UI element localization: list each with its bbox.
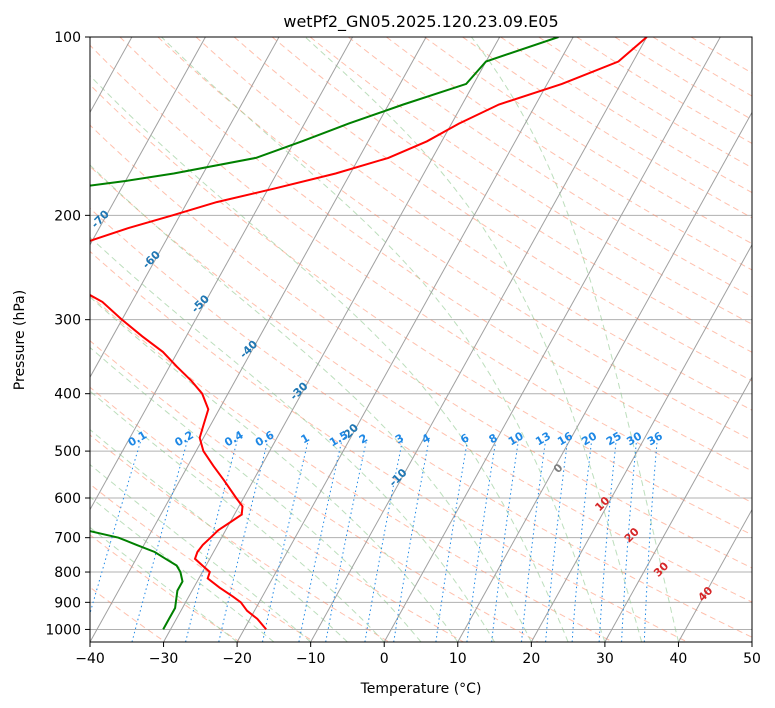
isotherm-line — [530, 243, 752, 642]
moist-adiabat — [90, 296, 459, 642]
x-tick-label: 40 — [670, 651, 688, 667]
moist-adiabat — [90, 428, 348, 642]
x-tick-label: −40 — [75, 651, 105, 667]
moist-adiabat — [471, 37, 679, 642]
isotherm-line — [90, 37, 427, 642]
pressure-gridlines — [90, 37, 752, 630]
mixing-ratio-line — [298, 440, 343, 642]
dry-adiabat — [90, 534, 241, 642]
y-axis-ticks: 100 200 300 400 500 600 700 800 900 1000 — [45, 30, 90, 638]
moist-adiabat — [90, 236, 496, 642]
dry-adiabat — [90, 340, 539, 642]
isotherm-line — [90, 37, 280, 379]
mixing-ratio-line — [491, 440, 519, 642]
mixing-ratio-line — [466, 440, 497, 642]
moist-adiabat — [90, 390, 385, 642]
y-tick-label: 300 — [54, 313, 81, 329]
isotherm-line — [90, 37, 206, 246]
y-axis-label: Pressure (hPa) — [12, 290, 28, 390]
x-tick-label: −20 — [222, 651, 252, 667]
mixing-ratio-line — [621, 440, 637, 642]
mixing-ratio-line — [545, 440, 569, 642]
isotherm-line — [604, 376, 752, 642]
y-tick-label: 600 — [54, 491, 81, 507]
mixing-ratio-line — [643, 440, 658, 642]
mixing-ratio-line — [521, 440, 547, 642]
dewpoint-line — [90, 37, 559, 630]
dry-adiabat — [90, 294, 613, 642]
x-tick-label: 10 — [449, 651, 467, 667]
x-axis-ticks: −40 −30 −20 −10 0 10 20 30 40 50 — [75, 642, 761, 667]
isotherm-line — [383, 37, 721, 642]
moist-adiabats — [90, 37, 679, 642]
x-tick-label: 50 — [743, 651, 761, 667]
mixing-ratio-line — [262, 440, 309, 642]
dry-adiabat — [90, 84, 752, 536]
x-axis-label: Temperature (°C) — [360, 681, 482, 697]
isotherm-line — [457, 111, 752, 642]
mixing-ratio-line — [435, 440, 468, 642]
moist-adiabat — [90, 164, 532, 642]
dry-adiabat — [90, 165, 752, 603]
x-tick-label: −10 — [296, 651, 326, 667]
y-tick-label: 500 — [54, 444, 81, 460]
dry-adiabat — [119, 37, 752, 472]
skewed-isotherms — [90, 37, 752, 642]
isotherm-line — [163, 37, 501, 642]
mixing-ratio-line — [598, 440, 617, 642]
x-tick-label: 30 — [596, 651, 614, 667]
isotherm-line — [236, 37, 574, 642]
x-tick-label: −30 — [149, 651, 179, 667]
dry-adiabat — [90, 386, 464, 642]
moist-adiabat — [90, 346, 422, 642]
y-tick-label: 100 — [54, 30, 81, 46]
y-tick-label: 200 — [54, 208, 81, 224]
plot-frame — [89, 36, 753, 643]
moist-adiabat — [90, 75, 569, 642]
x-tick-label: 0 — [380, 651, 389, 667]
temperature-line — [90, 37, 648, 631]
isotherm-line — [678, 508, 752, 642]
dry-adiabat — [90, 124, 752, 569]
dry-adiabat — [90, 44, 752, 504]
mixing-ratio-line — [364, 440, 403, 642]
y-tick-label: 400 — [54, 387, 81, 403]
chart-title: wetPf2_GN05.2025.120.23.09.E05 — [283, 12, 558, 32]
y-tick-label: 1000 — [45, 622, 81, 638]
x-tick-label: 20 — [522, 651, 540, 667]
dry-adiabat — [90, 483, 315, 642]
y-tick-label: 900 — [54, 595, 81, 611]
y-tick-label: 800 — [54, 565, 81, 581]
plot-area: -100-90-80-70-60-50-40-30-20-10 0.10.20.… — [90, 37, 752, 642]
y-tick-label: 700 — [54, 531, 81, 547]
mixing-ratio-line — [325, 440, 367, 642]
mixing-ratio-lines — [90, 440, 658, 642]
mixing-ratio-line — [571, 440, 593, 642]
isotherm-line — [310, 37, 648, 642]
moist-adiabat — [304, 37, 643, 642]
dry-adiabat — [90, 207, 752, 638]
isotherm-line — [90, 37, 353, 511]
moist-adiabat — [161, 37, 606, 642]
dry-adiabats — [90, 37, 752, 642]
